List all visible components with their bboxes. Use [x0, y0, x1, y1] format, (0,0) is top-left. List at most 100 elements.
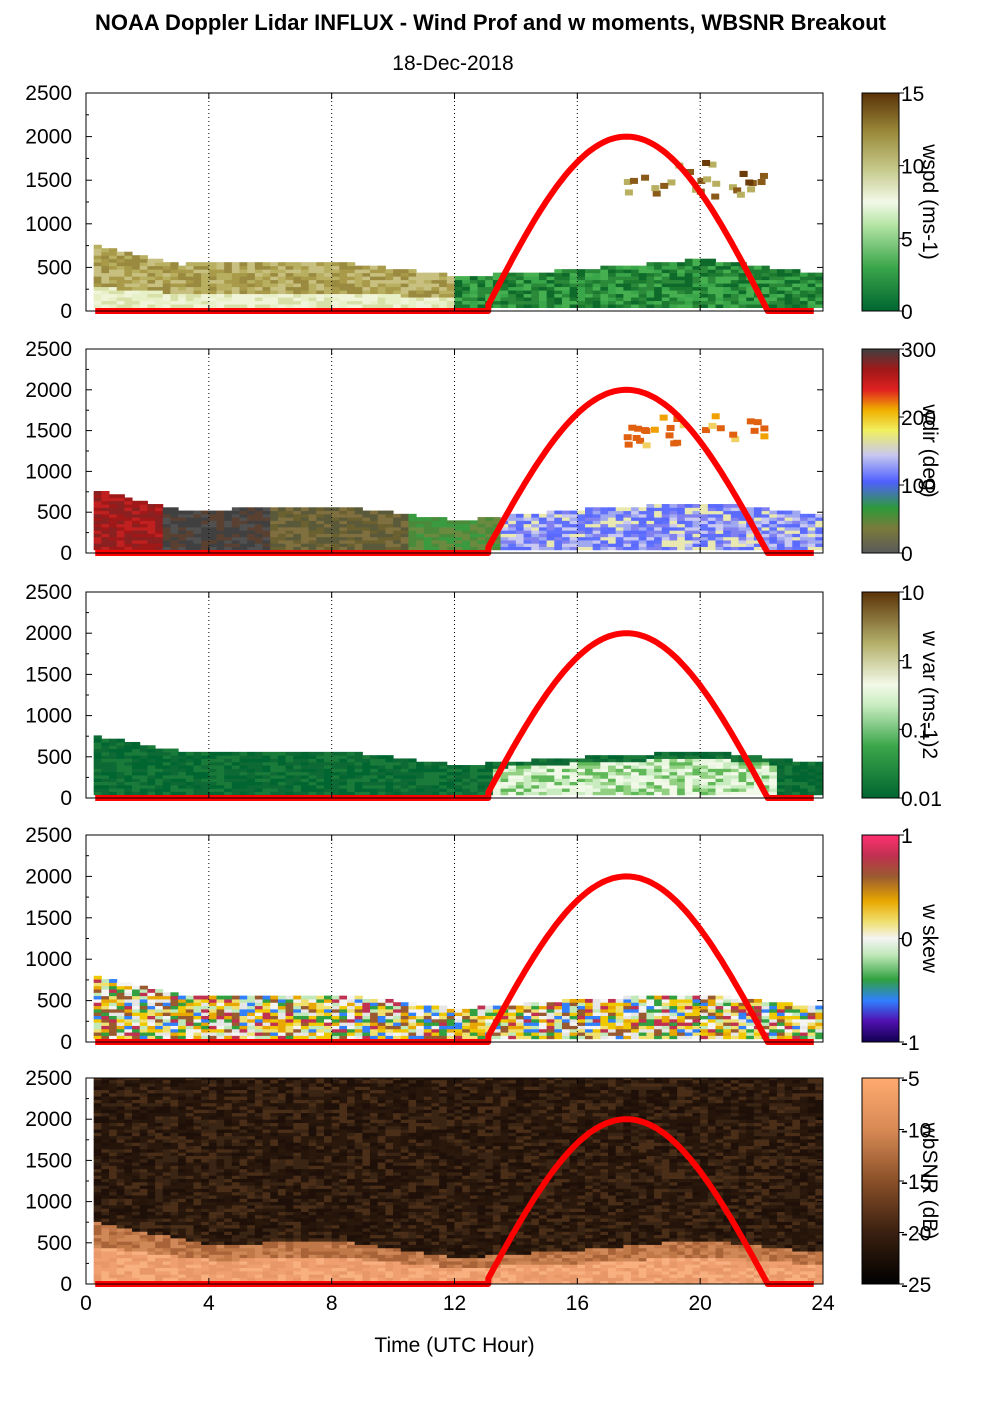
heatmap-cell	[155, 530, 164, 534]
heatmap-cell	[684, 513, 693, 518]
heatmap-cell	[393, 533, 402, 538]
heatmap-cell	[132, 1008, 141, 1013]
heatmap-cell	[646, 510, 655, 515]
heatmap-cell	[730, 304, 740, 309]
heatmap-cell	[784, 272, 793, 277]
heatmap-cell	[109, 738, 118, 743]
heatmap-cell	[654, 995, 663, 1000]
heatmap-cell	[262, 998, 271, 1003]
heatmap-cell	[423, 765, 432, 769]
heatmap-cell	[431, 290, 440, 295]
heatmap-cell	[669, 507, 678, 512]
heatmap-cell	[815, 283, 823, 288]
heatmap-cell	[654, 1002, 663, 1007]
heatmap-cell	[139, 1012, 148, 1017]
heatmap-cell	[224, 781, 233, 786]
heatmap-cell	[692, 520, 701, 525]
heatmap-cell	[615, 1012, 624, 1017]
heatmap-cell	[677, 788, 686, 792]
heatmap-cell	[224, 530, 233, 534]
heatmap-cell	[201, 1002, 210, 1007]
heatmap-cell	[531, 290, 540, 295]
heatmap-cell	[585, 290, 594, 295]
heatmap-cell	[385, 774, 394, 779]
heatmap-cell	[300, 272, 310, 277]
heatmap-cell	[753, 300, 763, 305]
heatmap-cell	[469, 539, 479, 544]
heatmap-cell	[730, 1035, 740, 1040]
heatmap-cell	[654, 530, 663, 534]
heatmap-cell	[293, 755, 302, 759]
heatmap-cell	[592, 1015, 601, 1020]
heatmap-cell	[101, 979, 110, 983]
heatmap-cell	[231, 513, 241, 518]
heatmap-cell	[654, 1025, 663, 1030]
heatmap-cell	[700, 262, 709, 267]
heatmap-cell	[201, 269, 210, 274]
heatmap-cell	[262, 293, 271, 298]
heatmap-cell	[277, 300, 287, 305]
heatmap-cell	[792, 771, 801, 776]
heatmap-cell	[623, 1002, 632, 1007]
heatmap-cell	[669, 1028, 678, 1033]
heatmap-cell	[654, 1035, 663, 1040]
heatmap-cell	[615, 293, 624, 298]
heatmap-cell	[615, 998, 624, 1003]
heatmap-cell	[132, 526, 141, 531]
heatmap-cell	[124, 995, 133, 1000]
heatmap-cell	[185, 1018, 194, 1023]
heatmap-cell	[285, 1015, 294, 1020]
heatmap-cell	[316, 995, 325, 1000]
heatmap-cell	[354, 1015, 363, 1020]
heatmap-cell	[784, 765, 793, 769]
heatmap-cell	[377, 276, 386, 281]
heatmap-cell	[700, 504, 709, 508]
heatmap-cell	[592, 510, 601, 515]
heatmap-cell	[508, 771, 517, 776]
heatmap-cell	[147, 995, 156, 1000]
heatmap-cell	[546, 788, 555, 792]
heatmap-cell	[569, 276, 578, 281]
heatmap-cell	[400, 1032, 409, 1036]
heatmap-cell	[247, 286, 256, 291]
heatmap-cell	[147, 293, 156, 298]
heatmap-cell	[715, 765, 724, 769]
heatmap-cell	[201, 517, 210, 521]
heatmap-cell	[769, 1012, 778, 1017]
heatmap-cell	[293, 1012, 302, 1017]
heatmap-cell	[139, 517, 148, 521]
heatmap-cell	[723, 778, 732, 783]
heatmap-cell	[661, 546, 670, 551]
heatmap-cell	[170, 992, 179, 997]
heatmap-cell	[561, 1008, 571, 1013]
scatter-return	[711, 193, 720, 200]
heatmap-cell	[715, 774, 724, 779]
heatmap-cell	[162, 546, 171, 551]
heatmap-cell	[738, 272, 747, 277]
heatmap-cell	[608, 781, 617, 786]
heatmap-cell	[446, 520, 455, 525]
heatmap-cell	[132, 758, 141, 763]
heatmap-cell	[254, 539, 264, 544]
heatmap-cell	[585, 520, 594, 525]
y-tick-label: 500	[37, 990, 72, 1013]
heatmap-cell	[116, 497, 125, 502]
heatmap-cell	[208, 513, 218, 518]
heatmap-cell	[393, 784, 402, 789]
heatmap-cell	[439, 279, 448, 284]
heatmap-cell	[116, 982, 125, 987]
heatmap-cell	[792, 530, 801, 534]
heatmap-cell	[393, 297, 402, 302]
heatmap-cell	[608, 774, 617, 779]
heatmap-cell	[293, 788, 302, 792]
heatmap-cell	[109, 304, 118, 309]
heatmap-cell	[746, 533, 755, 538]
heatmap-cell	[715, 523, 724, 528]
heatmap-cell	[738, 1032, 747, 1036]
heatmap-cell	[155, 290, 164, 295]
heatmap-cell	[208, 536, 218, 541]
heatmap-cell	[277, 1015, 287, 1020]
heatmap-cell	[385, 778, 394, 783]
heatmap-cell	[147, 1018, 156, 1023]
heatmap-cell	[700, 1025, 709, 1030]
